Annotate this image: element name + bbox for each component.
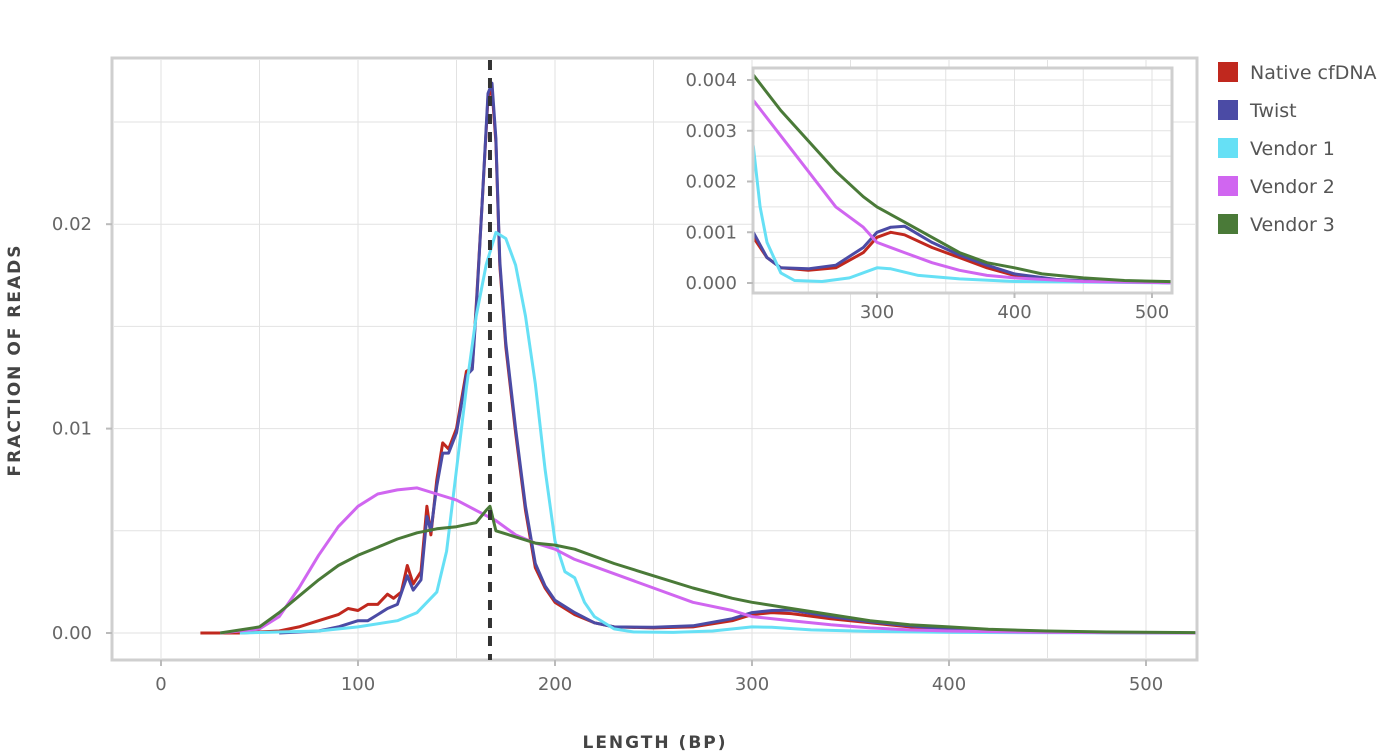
series-line-vendor-1 (239, 230, 1196, 635)
x-axis-label: LENGTH (BP) (582, 733, 727, 753)
y-tick-label: 0.00 (52, 623, 92, 644)
x-tick-label: 300 (735, 674, 769, 695)
legend-label: Vendor 1 (1250, 138, 1335, 160)
legend-swatch (1218, 176, 1238, 196)
inset-x-tick-label: 500 (1135, 302, 1169, 323)
legend-item: Twist (1218, 100, 1297, 122)
x-tick-label: 200 (538, 674, 572, 695)
series-line-vendor-3 (219, 504, 1196, 635)
legend-swatch (1218, 100, 1238, 120)
legend-swatch (1218, 138, 1238, 158)
legend-swatch (1218, 214, 1238, 234)
legend-label: Native cfDNA (1250, 62, 1377, 84)
main-series (200, 81, 1196, 635)
legend-label: Vendor 3 (1250, 214, 1335, 236)
main-ticks: 0 100 200 300 400 500 0.00 0.01 0.02 (52, 214, 1163, 695)
legend-label: Vendor 2 (1250, 176, 1335, 198)
inset-y-tick-label: 0.002 (685, 172, 737, 193)
x-tick-label: 0 (155, 674, 166, 695)
legend-item: Vendor 1 (1218, 138, 1335, 160)
inset-series-line-vendor-1 (753, 141, 1172, 285)
legend-swatch (1218, 62, 1238, 82)
inset-series (753, 72, 1172, 285)
inset-x-tick-label: 400 (997, 302, 1031, 323)
legend-item: Native cfDNA (1218, 62, 1377, 84)
legend-item: Vendor 2 (1218, 176, 1335, 198)
inset-y-tick-label: 0.003 (685, 121, 737, 142)
inset-series-line-vendor-3 (753, 72, 1172, 284)
inset-ticks: 300 400 500 0.000 0.001 0.002 0.003 0.004 (685, 70, 1169, 323)
y-tick-label: 0.02 (52, 214, 92, 235)
series-line-vendor-2 (219, 486, 1196, 635)
y-axis-label: FRACTION OF READS (5, 243, 25, 476)
x-tick-label: 100 (341, 674, 375, 695)
x-tick-label: 500 (1129, 674, 1163, 695)
series-line-twist (279, 81, 1196, 635)
inset-x-tick-label: 300 (860, 302, 894, 323)
inset-y-tick-label: 0.004 (685, 70, 737, 91)
legend: Native cfDNA Twist Vendor 1 Vendor 2 Vendor … (1218, 62, 1377, 236)
main-plot-frame (110, 56, 1199, 662)
legend-label: Twist (1249, 100, 1297, 122)
legend-item: Vendor 3 (1218, 214, 1335, 236)
x-tick-label: 400 (932, 674, 966, 695)
inset-y-tick-label: 0.000 (685, 273, 737, 294)
y-tick-label: 0.01 (52, 419, 92, 440)
inset-series-line-vendor-2 (753, 96, 1172, 285)
inset-y-tick-label: 0.001 (685, 222, 737, 243)
